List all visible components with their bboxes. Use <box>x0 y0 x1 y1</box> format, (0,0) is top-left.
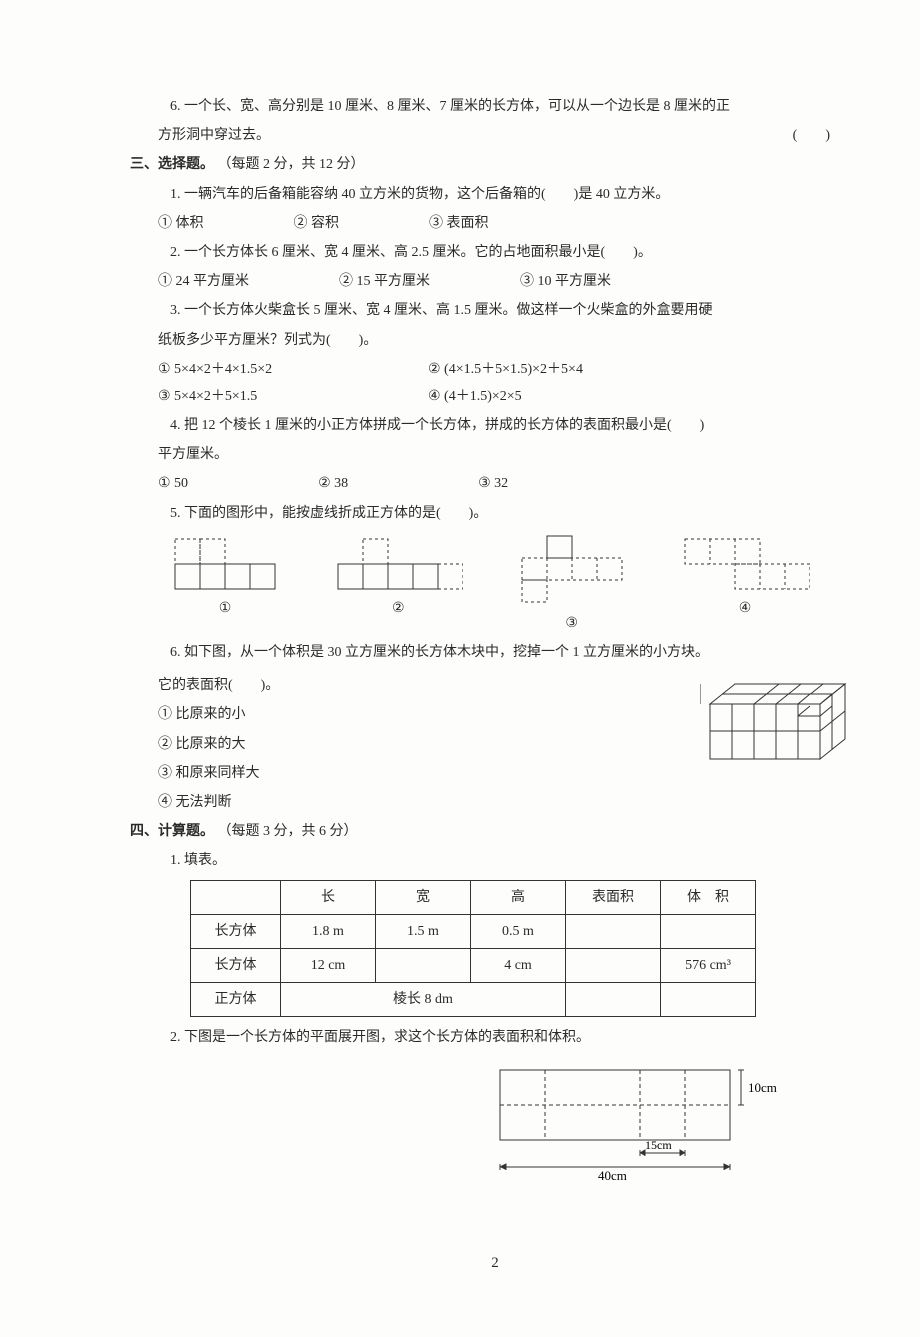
q4-2-stem: 2. 下图是一个长方体的平面展开图，求这个长方体的表面积和体积。 <box>170 1025 860 1050</box>
th-blank <box>191 880 281 914</box>
th-width: 宽 <box>376 880 471 914</box>
net-icon-4 <box>680 534 810 594</box>
r3merge: 棱长 8 dm <box>281 983 566 1017</box>
r1c2: 1.5 m <box>376 914 471 948</box>
section-4-title: 四、计算题。 <box>130 824 214 839</box>
r1c1: 1.8 m <box>281 914 376 948</box>
q4-1-stem: 1. 填表。 <box>170 848 860 873</box>
q3-4-options: ① 50 ② 38 ③ 32 <box>158 471 860 496</box>
r2c0: 长方体 <box>191 948 281 982</box>
q3-5-fig1: ① <box>170 534 280 636</box>
q3-1-options: ① 体积 ② 容积 ③ 表面积 <box>158 211 860 236</box>
q3-1-stem: 1. 一辆汽车的后备箱能容纳 40 立方米的货物，这个后备箱的( )是 40 立… <box>170 182 860 207</box>
q3-3-opt4: ④ (4＋1.5)×2×5 <box>428 384 860 409</box>
q3-2-opt2: ② 15 平方厘米 <box>339 269 430 294</box>
table-header-row: 长 宽 高 表面积 体 积 <box>191 880 756 914</box>
fill-table: 长 宽 高 表面积 体 积 长方体 1.8 m 1.5 m 0.5 m 长方体 … <box>190 880 756 1018</box>
cuboid-net-figure: 10cm 15cm 40cm <box>490 1060 820 1190</box>
q3-5-fig4: ④ <box>680 534 810 636</box>
net-icon-2 <box>333 534 463 594</box>
th-height: 高 <box>471 880 566 914</box>
section-4-header: 四、计算题。 （每题 3 分，共 6 分） <box>130 819 860 844</box>
net-icon-3 <box>517 534 627 609</box>
q3-4-opt2: ② 38 <box>318 471 348 496</box>
q3-4-cont: 平方厘米。 <box>158 442 860 467</box>
q3-3-cont: 纸板多少平方厘米？列式为( )。 <box>158 328 860 353</box>
r3c0: 正方体 <box>191 983 281 1017</box>
q3-4-opt3: ③ 32 <box>478 471 508 496</box>
r2c3: 4 cm <box>471 948 566 982</box>
table-row: 长方体 12 cm 4 cm 576 cm³ <box>191 948 756 982</box>
section-3-note: （每题 2 分，共 12 分） <box>218 157 365 172</box>
q3-6-opt4: ④ 无法判断 <box>158 790 860 815</box>
q3-2-stem: 2. 一个长方体长 6 厘米、宽 4 厘米、高 2.5 厘米。它的占地面积最小是… <box>170 240 860 265</box>
prev-q6-line2: 方形洞中穿过去。 ( ) <box>158 123 860 148</box>
q3-4-stem: 4. 把 12 个棱长 1 厘米的小正方体拼成一个长方体，拼成的长方体的表面积最… <box>170 413 860 438</box>
net-icon-1 <box>170 534 280 594</box>
cuboid-icon <box>700 669 850 769</box>
q3-2-options: ① 24 平方厘米 ② 15 平方厘米 ③ 10 平方厘米 <box>158 269 860 294</box>
q3-5-label4: ④ <box>739 596 752 621</box>
r3c5 <box>661 983 756 1017</box>
q3-3-opt3: ③ 5×4×2＋5×1.5 <box>158 384 428 409</box>
q3-5-label2: ② <box>392 596 405 621</box>
r1c3: 0.5 m <box>471 914 566 948</box>
q3-2-opt1: ① 24 平方厘米 <box>158 269 249 294</box>
q3-1-opt3: ③ 表面积 <box>429 211 489 236</box>
net-label-10cm: 10cm <box>748 1080 777 1095</box>
q3-6-figure <box>700 669 850 769</box>
q3-4-opt1: ① 50 <box>158 471 188 496</box>
q3-5-label3: ③ <box>565 611 578 636</box>
q3-3-options: ① 5×4×2＋4×1.5×2 ② (4×1.5＋5×1.5)×2＋5×4 ③ … <box>158 357 860 409</box>
q3-5-fig2: ② <box>333 534 463 636</box>
net-label-40cm: 40cm <box>598 1168 627 1183</box>
th-length: 长 <box>281 880 376 914</box>
r2c4 <box>566 948 661 982</box>
q3-1-opt1: ① 体积 <box>158 211 204 236</box>
r1c4 <box>566 914 661 948</box>
r1c0: 长方体 <box>191 914 281 948</box>
section-4-note: （每题 3 分，共 6 分） <box>218 824 358 839</box>
q3-6-stem: 6. 如下图，从一个体积是 30 立方厘米的长方体木块中，挖掉一个 1 立方厘米… <box>170 640 860 665</box>
r2c2 <box>376 948 471 982</box>
q3-3-stem: 3. 一个长方体火柴盒长 5 厘米、宽 4 厘米、高 1.5 厘米。做这样一个火… <box>170 298 860 323</box>
q3-2-opt3: ③ 10 平方厘米 <box>520 269 611 294</box>
prev-q6-cont: 方形洞中穿过去。 <box>158 128 270 143</box>
net-label-15cm: 15cm <box>645 1138 672 1152</box>
q3-3-opt2: ② (4×1.5＋5×1.5)×2＋5×4 <box>428 357 860 382</box>
prev-q6-paren: ( ) <box>793 123 830 148</box>
page-number: 2 <box>130 1250 860 1277</box>
q3-5-stem: 5. 下面的图形中，能按虚线折成正方体的是( )。 <box>170 501 860 526</box>
r1c5 <box>661 914 756 948</box>
q3-5-fig3: ③ <box>517 534 627 636</box>
prev-q6-line1: 6. 一个长、宽、高分别是 10 厘米、8 厘米、7 厘米的长方体，可以从一个边… <box>170 94 860 119</box>
q3-5-figures: ① ② ③ <box>170 534 810 636</box>
th-surface: 表面积 <box>566 880 661 914</box>
th-volume: 体 积 <box>661 880 756 914</box>
q3-5-label1: ① <box>219 596 232 621</box>
r2c1: 12 cm <box>281 948 376 982</box>
table-row: 正方体 棱长 8 dm <box>191 983 756 1017</box>
section-3-header: 三、选择题。 （每题 2 分，共 12 分） <box>130 152 860 177</box>
q3-1-opt2: ② 容积 <box>294 211 340 236</box>
r3c4 <box>566 983 661 1017</box>
r2c5: 576 cm³ <box>661 948 756 982</box>
section-3-title: 三、选择题。 <box>130 157 214 172</box>
table-row: 长方体 1.8 m 1.5 m 0.5 m <box>191 914 756 948</box>
q3-3-opt1: ① 5×4×2＋4×1.5×2 <box>158 357 428 382</box>
